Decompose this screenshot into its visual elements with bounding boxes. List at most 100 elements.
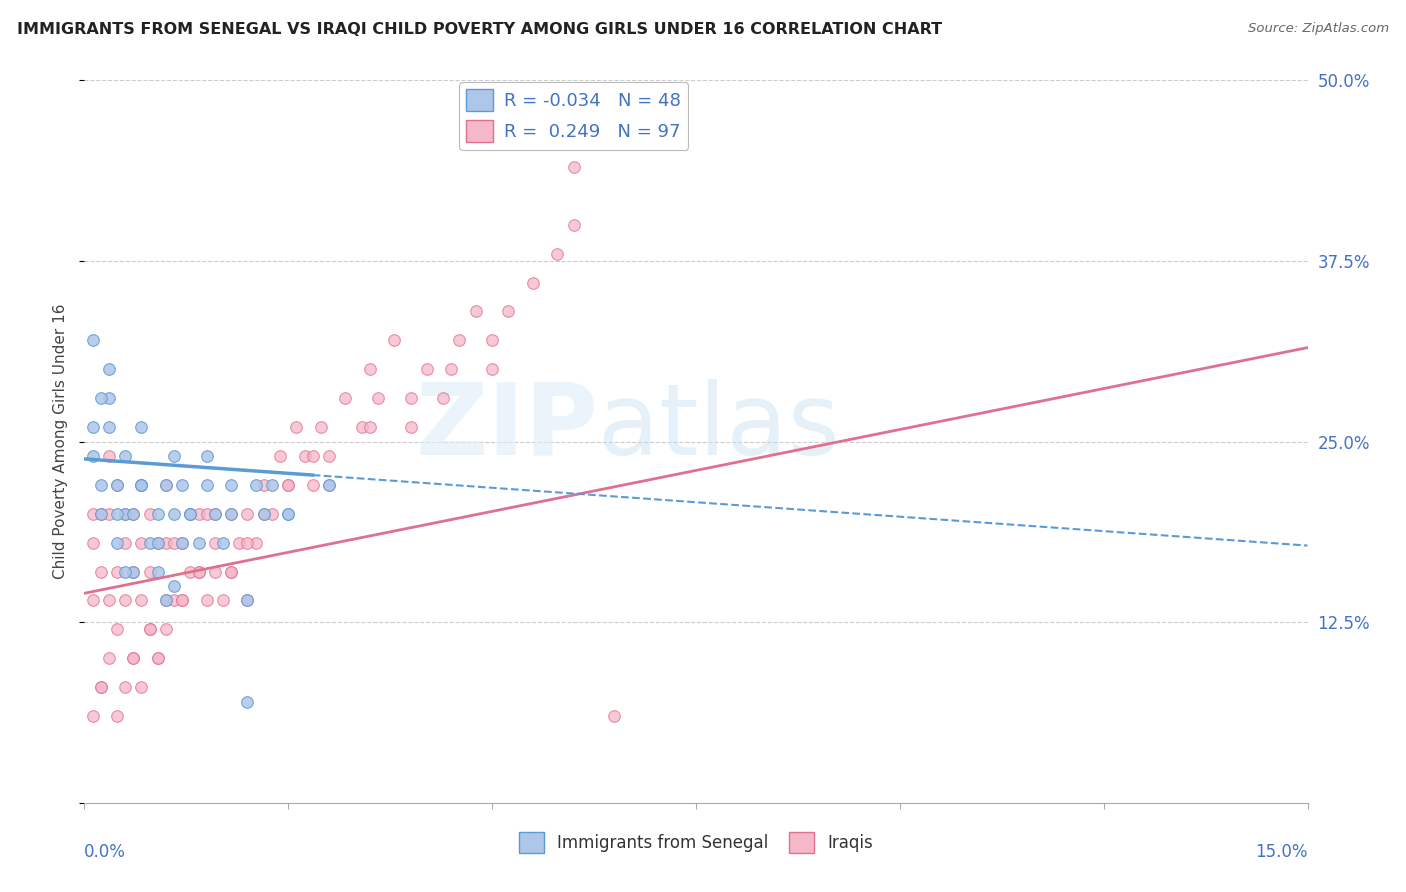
Point <box>97 651 120 665</box>
Point <box>146 535 169 549</box>
Point <box>90 507 112 521</box>
Point <box>97 507 120 521</box>
Point <box>204 507 226 521</box>
Point <box>219 565 242 579</box>
Point <box>212 535 235 549</box>
Point <box>97 362 120 376</box>
Point <box>131 535 153 549</box>
Point <box>82 507 104 521</box>
Point <box>195 478 218 492</box>
Point <box>114 449 136 463</box>
Point <box>187 507 209 521</box>
Point <box>114 535 136 549</box>
Point <box>105 507 128 521</box>
Point <box>359 420 381 434</box>
Point <box>269 449 291 463</box>
Point <box>138 565 160 579</box>
Point <box>253 507 276 521</box>
Point <box>155 535 177 549</box>
Point <box>146 535 169 549</box>
Text: IMMIGRANTS FROM SENEGAL VS IRAQI CHILD POVERTY AMONG GIRLS UNDER 16 CORRELATION : IMMIGRANTS FROM SENEGAL VS IRAQI CHILD P… <box>17 22 942 37</box>
Point <box>498 304 520 318</box>
Point <box>245 478 267 492</box>
Point <box>114 507 136 521</box>
Point <box>301 478 323 492</box>
Point <box>253 478 276 492</box>
Point <box>90 507 112 521</box>
Point <box>105 709 128 723</box>
Point <box>236 507 259 521</box>
Text: Source: ZipAtlas.com: Source: ZipAtlas.com <box>1249 22 1389 36</box>
Point <box>114 593 136 607</box>
Point <box>236 535 259 549</box>
Point <box>97 449 120 463</box>
Point <box>432 391 454 405</box>
Point <box>122 651 145 665</box>
Point <box>204 507 226 521</box>
Point <box>105 623 128 637</box>
Point <box>219 565 242 579</box>
Point <box>114 680 136 694</box>
Point <box>187 565 209 579</box>
Point <box>90 680 112 694</box>
Point <box>219 507 242 521</box>
Point <box>481 334 503 348</box>
Point <box>138 623 160 637</box>
Text: ZIP: ZIP <box>415 378 598 475</box>
Point <box>416 362 439 376</box>
Point <box>90 478 112 492</box>
Point <box>277 478 299 492</box>
Point <box>82 593 104 607</box>
Point <box>105 478 128 492</box>
Point <box>277 507 299 521</box>
Text: 15.0%: 15.0% <box>1256 843 1308 861</box>
Point <box>195 507 218 521</box>
Point <box>464 304 486 318</box>
Point <box>131 478 153 492</box>
Point <box>122 507 145 521</box>
Point <box>285 420 308 434</box>
Point <box>318 478 340 492</box>
Point <box>146 565 169 579</box>
Point <box>138 507 160 521</box>
Point <box>172 535 194 549</box>
Point <box>122 565 145 579</box>
Point <box>82 449 104 463</box>
Point <box>236 593 259 607</box>
Point <box>562 160 585 174</box>
Point <box>187 565 209 579</box>
Point <box>155 593 177 607</box>
Point <box>163 449 186 463</box>
Point <box>105 478 128 492</box>
Point <box>155 593 177 607</box>
Point <box>309 420 332 434</box>
Point <box>399 420 422 434</box>
Y-axis label: Child Poverty Among Girls Under 16: Child Poverty Among Girls Under 16 <box>53 304 69 579</box>
Point <box>163 593 186 607</box>
Point <box>522 276 544 290</box>
Point <box>449 334 471 348</box>
Point <box>105 565 128 579</box>
Point <box>260 507 283 521</box>
Point <box>350 420 373 434</box>
Point <box>253 507 276 521</box>
Point <box>97 391 120 405</box>
Point <box>131 680 153 694</box>
Point <box>131 478 153 492</box>
Point <box>335 391 357 405</box>
Point <box>138 535 160 549</box>
Point <box>97 420 120 434</box>
Point <box>138 623 160 637</box>
Point <box>301 449 323 463</box>
Point <box>277 478 299 492</box>
Point <box>155 478 177 492</box>
Point <box>294 449 316 463</box>
Point <box>187 535 209 549</box>
Point <box>90 680 112 694</box>
Text: 0.0%: 0.0% <box>84 843 127 861</box>
Point <box>236 593 259 607</box>
Legend: Immigrants from Senegal, Iraqis: Immigrants from Senegal, Iraqis <box>512 826 880 860</box>
Point <box>172 535 194 549</box>
Point <box>219 478 242 492</box>
Point <box>236 695 259 709</box>
